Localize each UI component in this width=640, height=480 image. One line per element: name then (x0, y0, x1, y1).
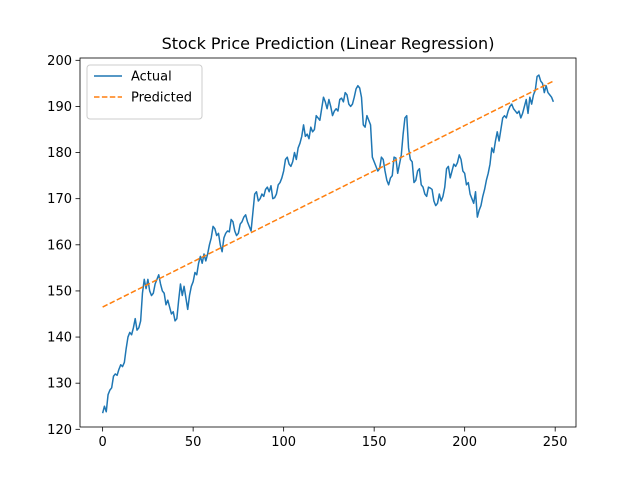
plot-frame (79, 57, 577, 428)
series-line-actual (101, 74, 555, 414)
y-tick-label: 160 (47, 238, 72, 253)
y-tick-label: 150 (47, 284, 72, 299)
y-tick-label: 120 (47, 423, 72, 438)
y-tick-label: 130 (47, 377, 72, 392)
y-axis: 120 130 140 150 160 170 180 190 200 (47, 54, 80, 438)
legend-label-predicted: Predicted (131, 91, 192, 106)
legend-box (86, 64, 203, 120)
legend-label-actual: Actual (131, 70, 172, 85)
y-tick-label: 200 (47, 54, 72, 69)
y-tick-label: 180 (47, 146, 72, 161)
y-tick-label: 190 (47, 100, 72, 115)
series-line-predicted (102, 80, 554, 308)
x-tick-label: 250 (543, 435, 568, 450)
x-tick-label: 200 (452, 435, 477, 450)
legend: Actual Predicted (86, 64, 203, 120)
x-tick-label: 100 (271, 435, 296, 450)
x-tick-label: 50 (185, 435, 202, 450)
series-layer (101, 74, 555, 414)
y-tick-label: 170 (47, 192, 72, 207)
chart-title: Stock Price Prediction (Linear Regressio… (162, 34, 495, 53)
x-tick-label: 0 (98, 435, 106, 450)
x-tick-label: 150 (362, 435, 387, 450)
y-tick-label: 140 (47, 331, 72, 346)
x-axis: 0 50 100 150 200 250 (98, 427, 568, 450)
